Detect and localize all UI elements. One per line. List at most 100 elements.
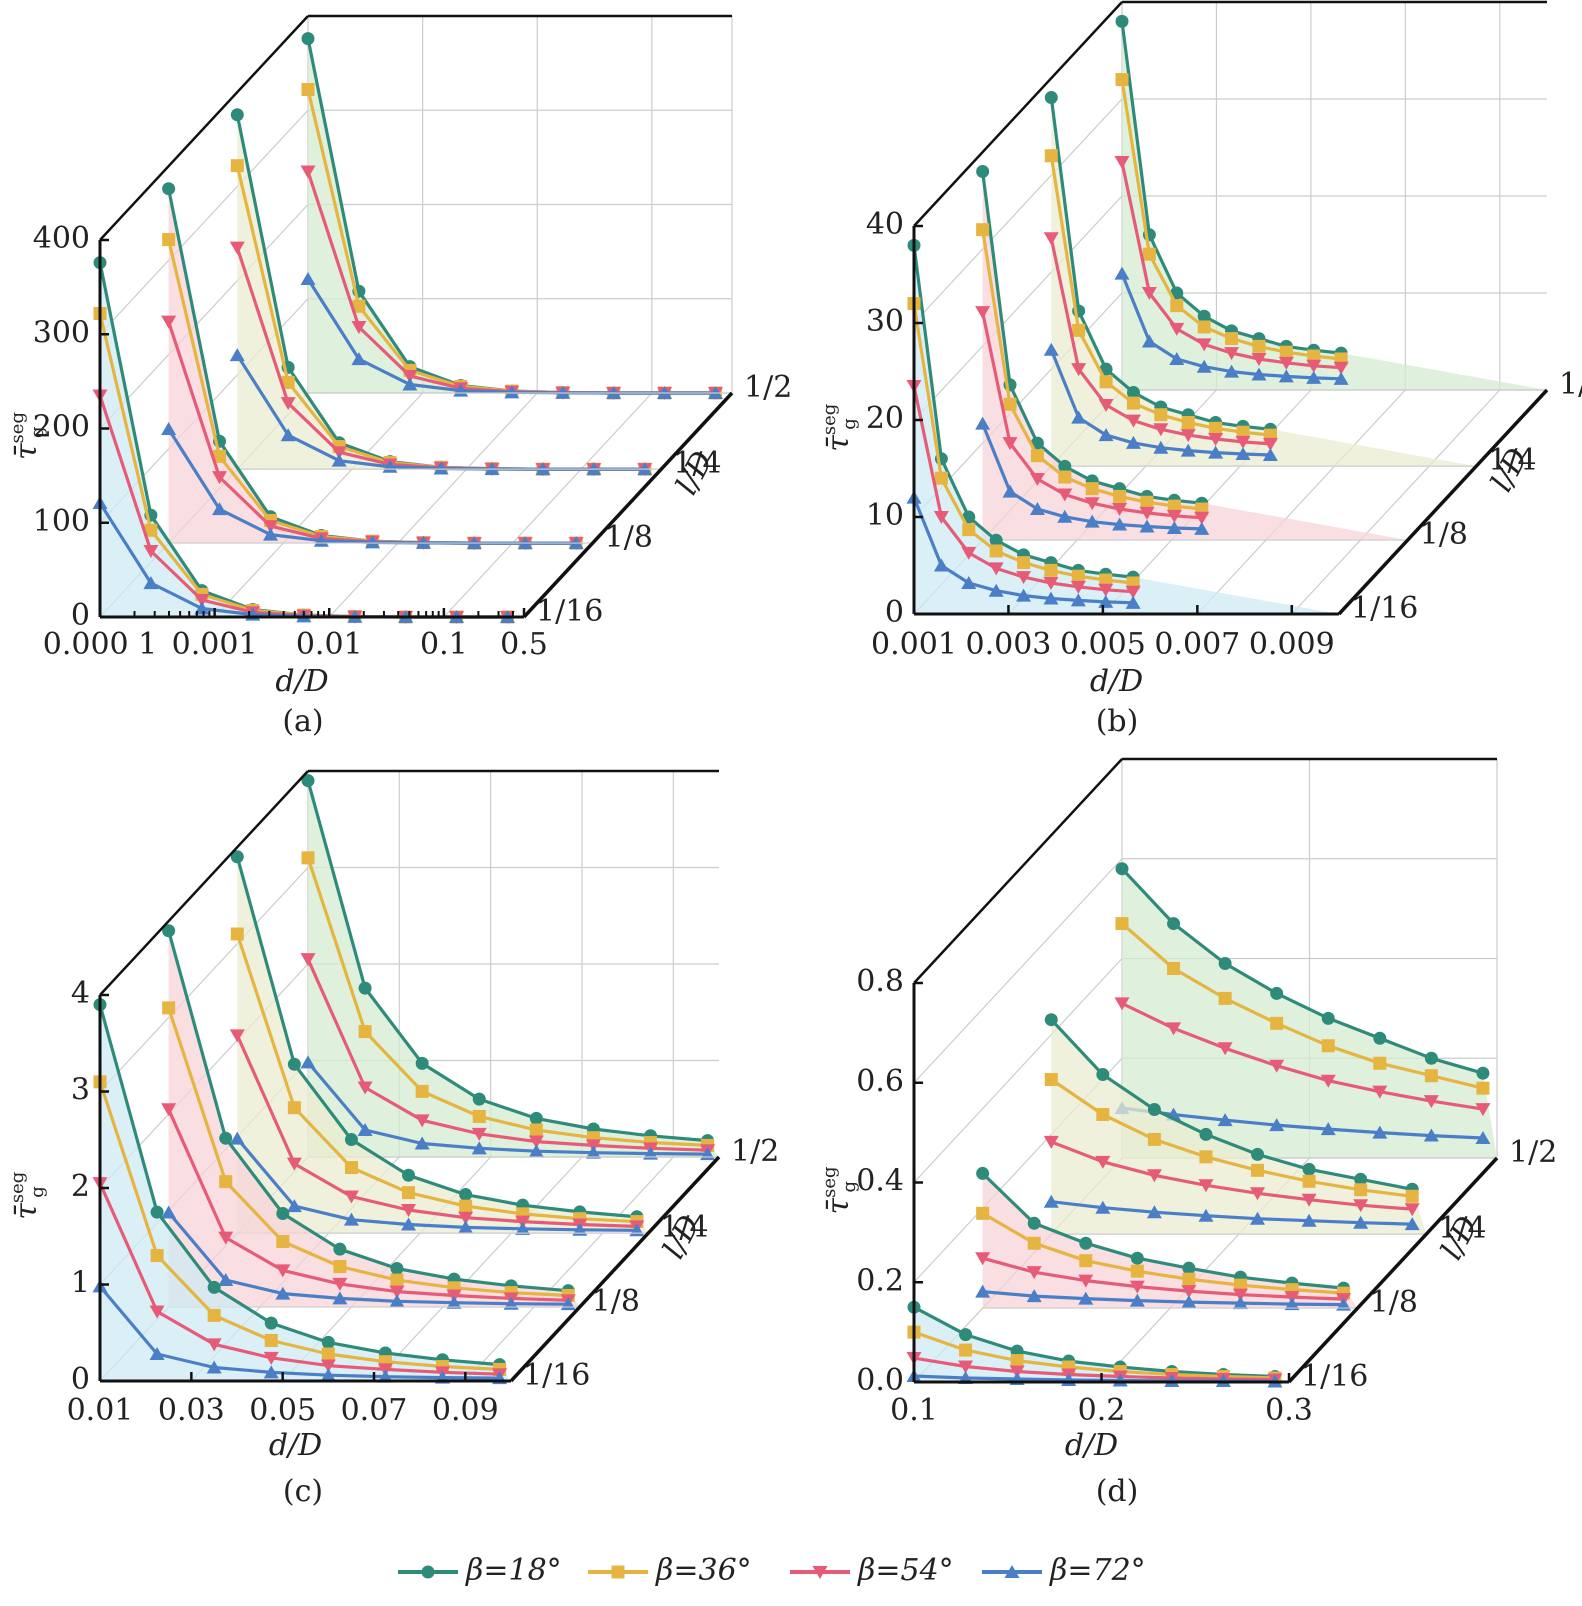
data-point [161,1103,177,1117]
plane-fill [1122,21,1547,391]
data-point [1166,1022,1182,1036]
plane-fill [100,1004,511,1381]
legend-label: β=54° [857,1553,954,1588]
data-point [1218,956,1232,970]
data-point [1354,1183,1368,1197]
data-point [351,321,367,335]
data-point [1139,506,1155,520]
data-point [1262,448,1278,462]
plane-fill [237,856,649,1234]
data-point [962,523,976,537]
data-point [471,1141,487,1155]
grid-line-floor [464,1156,674,1382]
data-point [263,1365,279,1379]
data-point [300,1055,316,1069]
data-point [276,1234,290,1248]
y-tick-label: 400 [33,221,90,256]
data-point [988,583,1004,597]
data-point [1113,489,1127,503]
data-point [1197,320,1211,334]
x-tick-label: 0.001 [871,627,957,662]
plane-1-8: 1/8 [975,164,1468,552]
data-point [975,306,991,320]
data-point [351,352,367,366]
data-point [331,446,347,460]
grid-line-floor [373,1156,583,1382]
data-point [1182,1272,1196,1286]
plane-1-4: 1/4 [1043,1013,1487,1246]
data-point [194,594,210,608]
plane-label: 1/8 [592,1284,640,1319]
data-point [1306,370,1322,384]
plane-label: 1/4 [1488,443,1536,478]
plane-fill [237,114,662,470]
data-point [415,1084,429,1098]
data-point [1071,569,1085,583]
data-point [343,1212,359,1226]
data-point [230,927,244,941]
data-point [528,1144,544,1158]
series-line [1121,1001,1484,1111]
data-point [1115,917,1129,931]
y-axis-title: τ̄segg [819,404,860,452]
data-point [333,1242,347,1256]
data-point [1302,1174,1316,1188]
plane-fill [100,262,524,617]
legend-marker [812,1566,828,1579]
data-point [1058,459,1072,473]
plane-label: 1/2 [1559,367,1582,402]
data-point [1010,1354,1024,1368]
data-point [1372,1125,1388,1139]
data-point [1139,519,1155,533]
data-point [1301,1213,1317,1227]
plane-fill [914,245,1339,614]
data-point [1141,334,1157,348]
data-point [414,1114,430,1128]
data-point [1027,1236,1041,1250]
frame-edge-top [99,770,309,996]
data-point [572,1222,588,1236]
x-axis-title: d/D [1065,1428,1118,1463]
x-axis-title: d/D [1090,664,1143,699]
data-point [1251,352,1267,366]
plane-fill [982,1173,1358,1309]
data-point [150,1249,164,1263]
z-axis [509,1155,721,1383]
panel-tag: (b) [1096,704,1139,739]
series-line [913,1330,1275,1380]
data-point [143,576,159,590]
data-point [287,1057,301,1071]
data-point [459,1188,473,1202]
legend: β=18° β=36° β=54° β=72° [398,1553,1146,1588]
data-point [149,1305,165,1319]
data-point [229,1029,245,1043]
y-tick-label: 0.4 [856,1164,904,1199]
series-line [982,1256,1344,1301]
z-axis [1287,1156,1499,1384]
data-point [1070,580,1086,594]
grid-line-floor [328,392,538,618]
series-line [235,933,637,1224]
data-point [194,601,210,615]
data-point [1167,961,1181,975]
data-point [263,520,279,534]
plane-1-8: 1/8 [161,182,653,555]
y-axis-sub: g [839,418,860,430]
data-point [1251,1163,1265,1177]
data-point [529,1123,543,1137]
data-point [1321,1011,1335,1025]
y-tick-label: 0 [885,595,904,630]
data-point [1016,571,1032,585]
series-line [913,1305,1275,1379]
plane-1-4: 1/4 [1043,91,1537,478]
data-point [218,1273,234,1287]
series-line [1051,1200,1413,1226]
y-tick-label: 0 [71,1362,90,1397]
data-point [1079,1236,1093,1250]
data-point [484,461,500,475]
y-tick-label: 40 [866,207,904,242]
data-point [1071,410,1087,424]
data-point [961,546,977,560]
series-line [306,958,708,1152]
data-point [1321,1039,1335,1053]
